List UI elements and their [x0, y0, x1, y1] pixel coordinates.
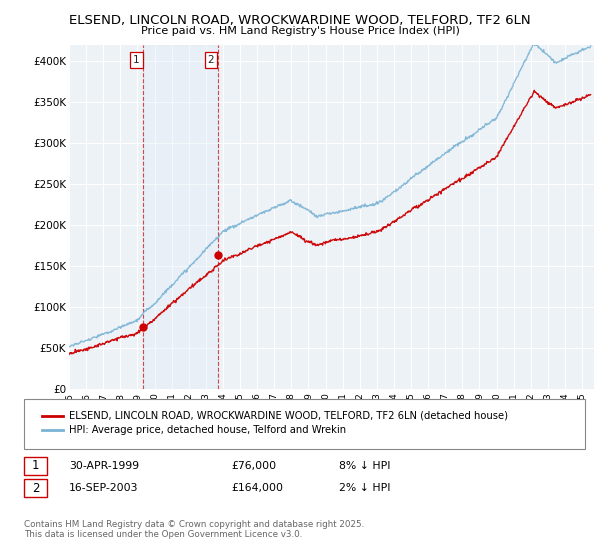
Text: 2: 2 — [32, 482, 39, 495]
Text: 2% ↓ HPI: 2% ↓ HPI — [339, 483, 391, 493]
Text: 30-APR-1999: 30-APR-1999 — [69, 461, 139, 471]
Text: £76,000: £76,000 — [231, 461, 276, 471]
Text: £164,000: £164,000 — [231, 483, 283, 493]
Text: 2: 2 — [208, 55, 214, 64]
Text: ELSEND, LINCOLN ROAD, WROCKWARDINE WOOD, TELFORD, TF2 6LN (detached house): ELSEND, LINCOLN ROAD, WROCKWARDINE WOOD,… — [69, 410, 508, 421]
Text: Price paid vs. HM Land Registry's House Price Index (HPI): Price paid vs. HM Land Registry's House … — [140, 26, 460, 36]
Text: Contains HM Land Registry data © Crown copyright and database right 2025.
This d: Contains HM Land Registry data © Crown c… — [24, 520, 364, 539]
Text: 16-SEP-2003: 16-SEP-2003 — [69, 483, 139, 493]
Text: 1: 1 — [32, 459, 39, 473]
Bar — [143, 45, 218, 389]
Text: ELSEND, LINCOLN ROAD, WROCKWARDINE WOOD, TELFORD, TF2 6LN: ELSEND, LINCOLN ROAD, WROCKWARDINE WOOD,… — [69, 14, 531, 27]
Text: HPI: Average price, detached house, Telford and Wrekin: HPI: Average price, detached house, Telf… — [69, 425, 346, 435]
Text: 8% ↓ HPI: 8% ↓ HPI — [339, 461, 391, 471]
Text: 1: 1 — [133, 55, 139, 64]
